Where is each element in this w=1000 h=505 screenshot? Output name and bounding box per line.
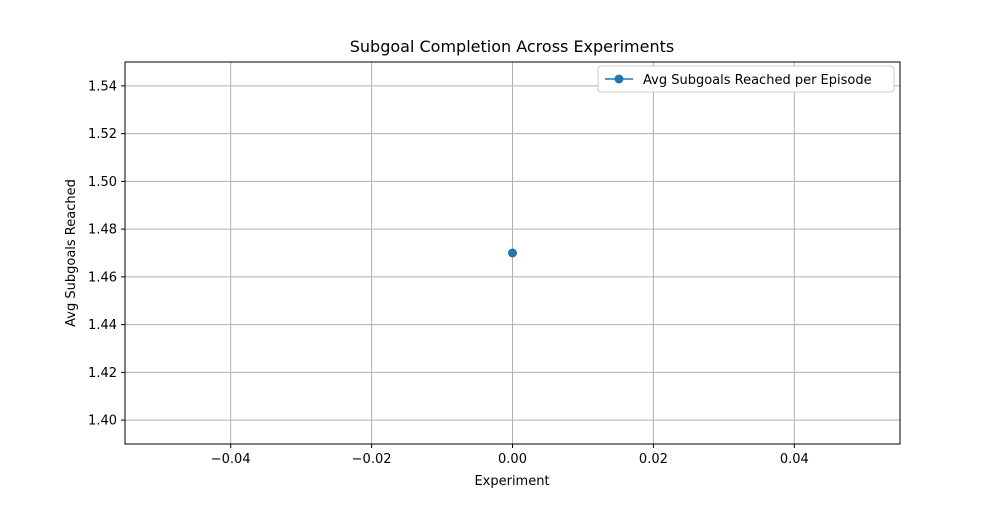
series-layer: [508, 248, 517, 258]
y-axis: 1.40 1.42 1.44 1.46 1.48 1.50 1.52 1.54: [88, 79, 125, 429]
y-tick-label: 1.48: [88, 223, 117, 238]
y-axis-label: Avg Subgoals Reached: [64, 179, 79, 327]
chart-title: Subgoal Completion Across Experiments: [350, 37, 674, 56]
y-tick-label: 1.46: [88, 270, 117, 285]
legend-label: Avg Subgoals Reached per Episode: [643, 73, 872, 88]
y-tick-label: 1.54: [88, 79, 117, 94]
y-tick-label: 1.52: [88, 127, 117, 142]
x-tick-label: 0.00: [498, 452, 527, 467]
data-point: [508, 248, 517, 258]
x-tick-label: 0.02: [639, 452, 668, 467]
x-axis-label: Experiment: [474, 474, 549, 489]
y-tick-label: 1.42: [88, 366, 117, 381]
x-tick-label: 0.04: [780, 452, 809, 467]
legend-marker-icon: [614, 74, 624, 84]
y-tick-label: 1.50: [88, 175, 117, 190]
legend: Avg Subgoals Reached per Episode: [597, 65, 895, 93]
legend-box: [597, 65, 895, 93]
y-tick-label: 1.44: [88, 318, 117, 333]
x-axis: −0.04 −0.02 0.00 0.02 0.04: [211, 444, 809, 467]
x-tick-label: −0.04: [211, 452, 251, 467]
y-tick-label: 1.40: [88, 414, 117, 429]
x-tick-label: −0.02: [352, 452, 392, 467]
